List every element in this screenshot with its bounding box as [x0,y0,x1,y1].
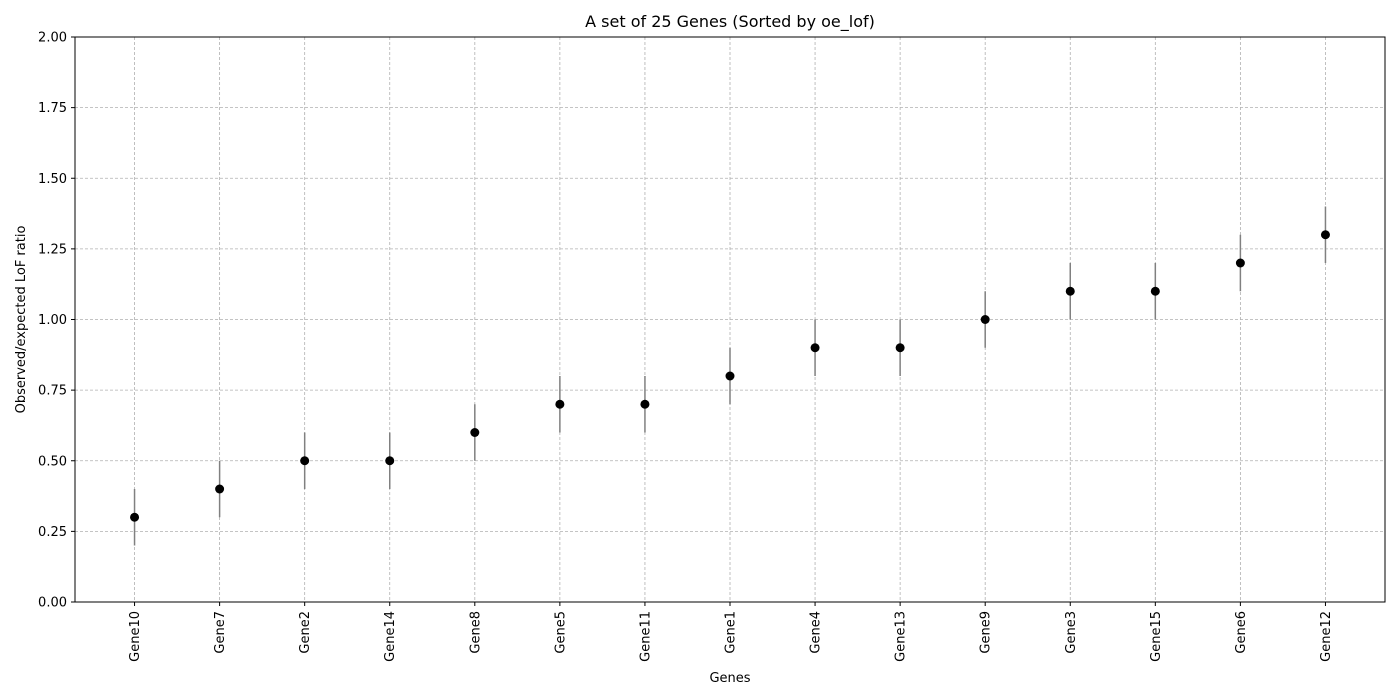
x-tick-label: Gene6 [1234,611,1249,654]
y-tick-label: 1.75 [38,101,67,116]
x-tick-label: Gene12 [1319,611,1334,662]
x-axis-ticks: Gene10 Gene7 Gene2 Gene14 Gene8 Gene5 Gene11 Ge… [128,602,1334,662]
data-point [470,428,480,437]
chart-title: A set of 25 Genes (Sorted by oe_lof) [585,12,875,32]
data-point [895,343,905,353]
data-point [1065,286,1075,296]
y-tick-label: 0.25 [38,525,67,540]
y-axis-label: Observed/expected LoF ratio [14,226,29,414]
x-tick-label: Gene8 [468,611,483,654]
y-tick-label: 0.50 [38,454,67,469]
x-tick-label: Gene3 [1064,611,1079,654]
data-point [130,512,140,522]
y-tick-label: 0.00 [38,596,67,611]
x-tick-label: Gene11 [638,611,653,662]
data-point [725,371,735,381]
data-point [1150,286,1160,296]
data-point [640,399,650,409]
x-tick-label: Gene5 [553,611,568,654]
x-tick-label: Gene9 [979,611,994,654]
y-tick-label: 1.25 [38,242,67,257]
y-tick-label: 0.75 [38,384,67,399]
data-point [1320,230,1330,240]
x-tick-label: Gene13 [894,611,909,662]
data-point [555,399,565,409]
y-axis-ticks: 0.00 0.25 0.50 0.75 1.00 1.25 1.50 1.75 2.00 [38,31,75,611]
data-point [810,343,820,353]
x-tick-label: Gene10 [128,611,143,662]
x-tick-label: Gene4 [809,611,824,654]
x-tick-label: Gene14 [383,611,398,662]
data-points [130,230,1330,522]
y-tick-label: 1.50 [38,172,67,187]
x-tick-label: Gene1 [724,611,739,654]
grid [75,36,1385,603]
data-point [980,315,990,324]
data-point [1235,258,1245,268]
data-point [300,456,310,466]
data-point [385,456,395,466]
x-tick-label: Gene2 [298,611,313,654]
x-tick-label: Gene7 [213,611,228,654]
data-point [215,484,225,494]
y-tick-label: 1.00 [38,313,67,328]
x-tick-label: Gene15 [1149,611,1164,662]
y-tick-label: 2.00 [38,31,67,46]
x-axis-label: Genes [709,671,750,686]
